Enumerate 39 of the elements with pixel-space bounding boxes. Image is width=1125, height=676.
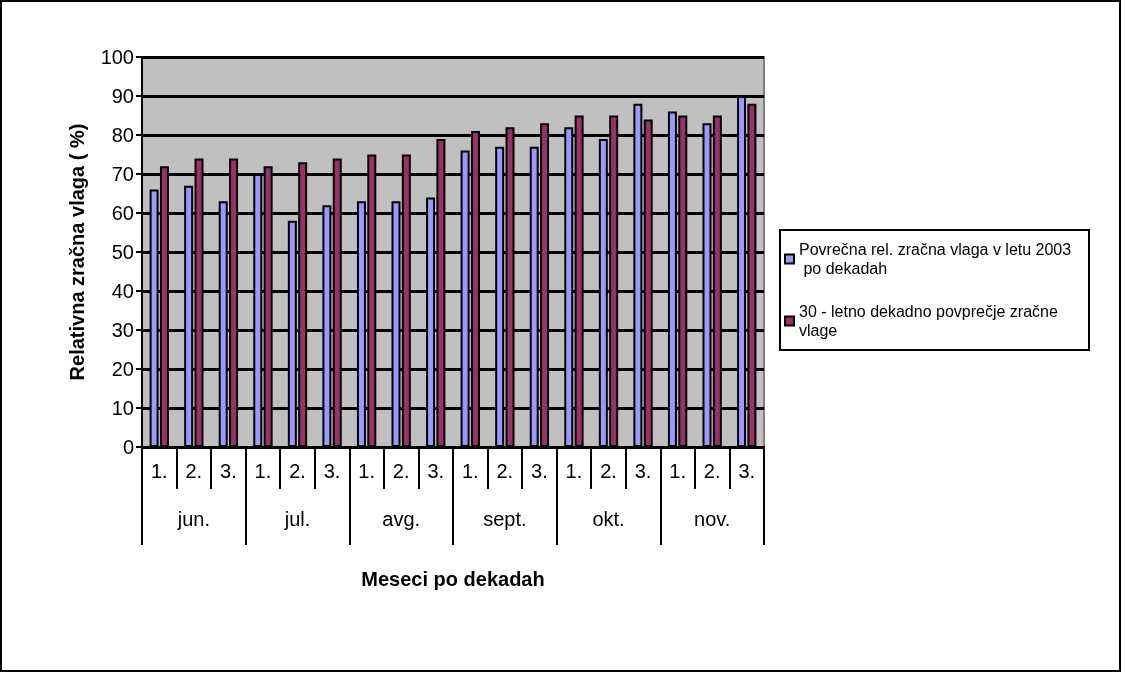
text: nov. — [694, 508, 731, 530]
x-tick-label: 3. — [427, 460, 445, 482]
y-tick-label: 50 — [111, 241, 134, 263]
x-tick-label: 3. — [531, 460, 548, 482]
y-tick-label: 100 — [100, 46, 134, 68]
text: sept. — [483, 508, 527, 530]
y-tick-label: 70 — [111, 163, 134, 185]
x-tick-label: 3. — [634, 460, 652, 482]
y-tick-label: 60 — [111, 202, 134, 224]
x-tick-label: 2. — [703, 460, 721, 482]
x-tick-label: 2. — [185, 460, 203, 482]
x-tick-label: 1. — [565, 460, 583, 482]
x-tick-label: 3. — [220, 460, 237, 482]
x-tick-label: 2. — [392, 460, 410, 482]
y-tick-label: 20 — [111, 358, 134, 380]
x-tick-label: 3. — [738, 460, 756, 482]
y-tick-label: 40 — [111, 280, 134, 302]
y-tick-label: 90 — [111, 85, 134, 107]
x-tick-label: 1. — [150, 460, 168, 482]
x-axis-title: Meseci po dekadah — [361, 568, 545, 590]
text: avg. — [382, 508, 421, 530]
text: jun. — [176, 508, 210, 530]
y-tick-label: 30 — [111, 319, 134, 341]
x-tick-label: 1. — [358, 460, 375, 482]
legend-label: Povrečna rel. zračna vlaga v letu 2003 po dekadah — [799, 241, 1072, 277]
y-tick-label: 80 — [111, 124, 134, 146]
y-axis-title: Relativna zračna vlaga ( %) — [66, 123, 88, 381]
legend-label: 30 - letno dekadno povprečje zračne vlage — [799, 303, 1063, 339]
x-tick-label: 2. — [600, 460, 617, 482]
x-tick-label: 3. — [323, 460, 341, 482]
x-tick-label: 1. — [669, 460, 686, 482]
text: jul. — [283, 508, 311, 530]
x-tick-label: 2. — [496, 460, 514, 482]
x-tick-label: 1. — [461, 460, 479, 482]
y-tick-label: 0 — [122, 436, 134, 458]
x-tick-label: 2. — [289, 460, 306, 482]
x-tick-label: 1. — [254, 460, 272, 482]
y-tick-label: 10 — [111, 397, 134, 419]
text: okt. — [592, 508, 625, 530]
